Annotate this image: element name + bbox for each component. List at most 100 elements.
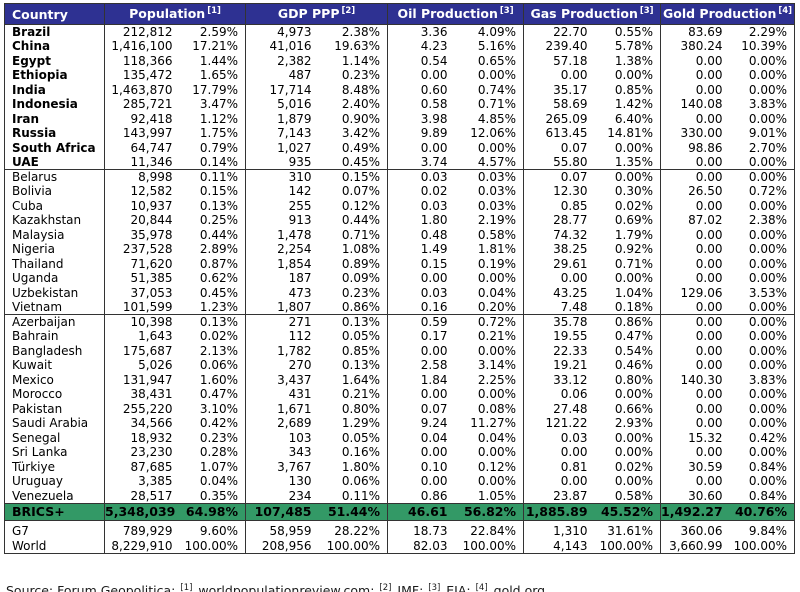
value-cell: 7.48 — [523, 300, 598, 315]
value-cell: 98.86 — [660, 140, 733, 155]
value-cell: 37,053 — [104, 285, 183, 300]
percent-cell: 19.63% — [334, 39, 381, 54]
row-sri-lanka: Sri Lanka 23,230 0.28% 343 0.16% 0.00 0.00% 0.0… — [5, 445, 795, 460]
percent-cell: 14.81% — [607, 126, 654, 141]
percent-cell: 0.13% — [182, 314, 246, 329]
value-cell: 82.03 — [387, 538, 458, 553]
value-cell: 0.00 — [660, 53, 733, 68]
column-ref: [1] — [207, 6, 221, 17]
row-kuwait: Kuwait 5,026 0.06% 270 0.13% 2.58 3.14% 19.21 0.… — [5, 358, 795, 373]
row-russia: Russia 143,997 1.75% 7,143 3.42% 9.89 12.06% 61… — [5, 126, 795, 141]
value-cell: 0.03 — [523, 430, 598, 445]
value-cell: 330.00 — [660, 126, 733, 141]
percent-cell: 0.00% — [477, 271, 517, 286]
value-cell: 208,956 — [245, 538, 322, 553]
percent-cell: 9.01% — [748, 126, 788, 141]
value-cell: 101,599 — [104, 300, 183, 315]
percent-cell: 1.08% — [341, 242, 381, 257]
value-cell: 0.58 — [387, 97, 458, 112]
row-saudi-arabia: Saudi Arabia 34,566 0.42% 2,689 1.29% 9.24 11.… — [5, 416, 795, 431]
percent-cell: 0.00% — [748, 300, 788, 314]
column-ref: [4] — [778, 6, 793, 17]
country-cell: Egypt — [12, 53, 51, 68]
value-cell: 0.00 — [523, 474, 598, 489]
percent-cell: 1.81% — [477, 242, 517, 257]
country-cell: Ethiopia — [12, 68, 68, 83]
percent-cell: 45.52% — [597, 502, 661, 521]
value-cell: 2,382 — [245, 53, 322, 68]
value-cell: 0.48 — [387, 227, 458, 242]
country-cell: Malaysia — [12, 227, 65, 242]
value-cell: 121.22 — [523, 416, 598, 431]
value-cell: 46.61 — [387, 502, 458, 521]
percent-cell: 0.00% — [614, 271, 654, 286]
column-label: Gold Production — [663, 6, 777, 22]
percent-cell: 0.21% — [341, 387, 381, 402]
value-cell: 3.36 — [387, 24, 458, 39]
percent-cell: 8.48% — [341, 82, 381, 97]
percent-cell: 0.00% — [477, 474, 517, 489]
value-cell: 0.03 — [387, 198, 458, 213]
country-cell: Uzbekistan — [12, 285, 79, 300]
percent-cell: 0.04% — [477, 430, 517, 445]
value-cell: 1,416,100 — [104, 39, 183, 54]
source-refs: [1] worldpopulationreview.com; [2] IMF; … — [179, 583, 545, 592]
column-ref: [3] — [499, 6, 514, 17]
percent-cell: 0.85% — [341, 343, 381, 358]
row-bahrain: Bahrain 1,643 0.02% 112 0.05% 0.17 0.21% 19.55 0… — [5, 329, 795, 344]
value-cell: 0.02 — [387, 184, 458, 199]
percent-cell: 6.40% — [614, 111, 654, 126]
row-india: India 1,463,870 17.79% 17,714 8.48% 0.60 0.74%… — [5, 82, 795, 97]
value-cell: 55.80 — [523, 155, 598, 170]
row-egypt: Egypt 118,366 1.44% 2,382 1.14% 0.54 0.65% 57.1… — [5, 53, 795, 68]
percent-cell: 10.39% — [741, 39, 788, 54]
value-cell: 1,492.27 — [660, 502, 733, 521]
percent-cell: 0.86% — [597, 314, 661, 329]
value-cell: 0.00 — [660, 271, 733, 286]
country-cell: Bangladesh — [12, 343, 83, 358]
row-thailand: Thailand 71,620 0.87% 1,854 0.89% 0.15 0.19% 29… — [5, 256, 795, 271]
value-cell: 57.18 — [523, 53, 598, 68]
value-cell: 239.40 — [523, 39, 598, 54]
footnote-source: IMF; — [393, 582, 428, 592]
value-cell: 130 — [245, 474, 322, 489]
row-venezuela: Venezuela 28,517 0.35% 234 0.11% 0.86 1.05% 23.… — [5, 488, 795, 503]
value-cell: 0.60 — [387, 82, 458, 97]
row-uganda: Uganda 51,385 0.62% 187 0.09% 0.00 0.00% 0.00 0.… — [5, 271, 795, 286]
row-indonesia: Indonesia 285,721 3.47% 5,016 2.40% 0.58 0.71%… — [5, 97, 795, 112]
value-cell: 118,366 — [104, 53, 183, 68]
percent-cell: 9.84% — [748, 524, 788, 539]
percent-cell: 0.00% — [748, 68, 788, 83]
percent-cell: 0.05% — [341, 329, 381, 344]
spacer-row — [5, 520, 795, 524]
value-cell: 3,437 — [245, 372, 322, 387]
value-cell: 1.49 — [387, 242, 458, 257]
percent-cell: 0.80% — [341, 401, 381, 416]
percent-cell: 0.00% — [614, 140, 654, 155]
percent-cell: 0.03% — [457, 169, 524, 184]
value-cell: 41,016 — [245, 39, 322, 54]
percent-cell: 0.02% — [614, 198, 654, 213]
country-cell: China — [12, 39, 51, 54]
column-ref: [2] — [341, 6, 356, 17]
percent-cell: 0.00% — [748, 155, 788, 169]
percent-cell: 2.89% — [199, 242, 238, 257]
value-cell: 1,879 — [245, 111, 322, 126]
value-cell: 143,997 — [104, 126, 183, 141]
country-cell: South Africa — [12, 140, 96, 155]
percent-cell: 0.02% — [199, 329, 238, 344]
percent-cell: 4.85% — [477, 111, 517, 126]
percent-cell: 28.22% — [334, 524, 381, 539]
percent-cell: 0.00% — [748, 198, 788, 213]
percent-cell: 2.29% — [748, 25, 788, 39]
value-cell: 0.07 — [387, 401, 458, 416]
value-cell: 0.00 — [660, 329, 733, 344]
column-label: Oil Production — [397, 6, 498, 22]
percent-cell: 1.64% — [341, 372, 381, 387]
percent-cell: 0.11% — [341, 488, 381, 503]
percent-cell: 0.12% — [341, 198, 381, 213]
value-cell: 271 — [245, 314, 322, 329]
value-cell: 18.73 — [387, 524, 458, 539]
value-cell: 58.69 — [523, 97, 598, 112]
country-cell: Indonesia — [12, 97, 78, 112]
